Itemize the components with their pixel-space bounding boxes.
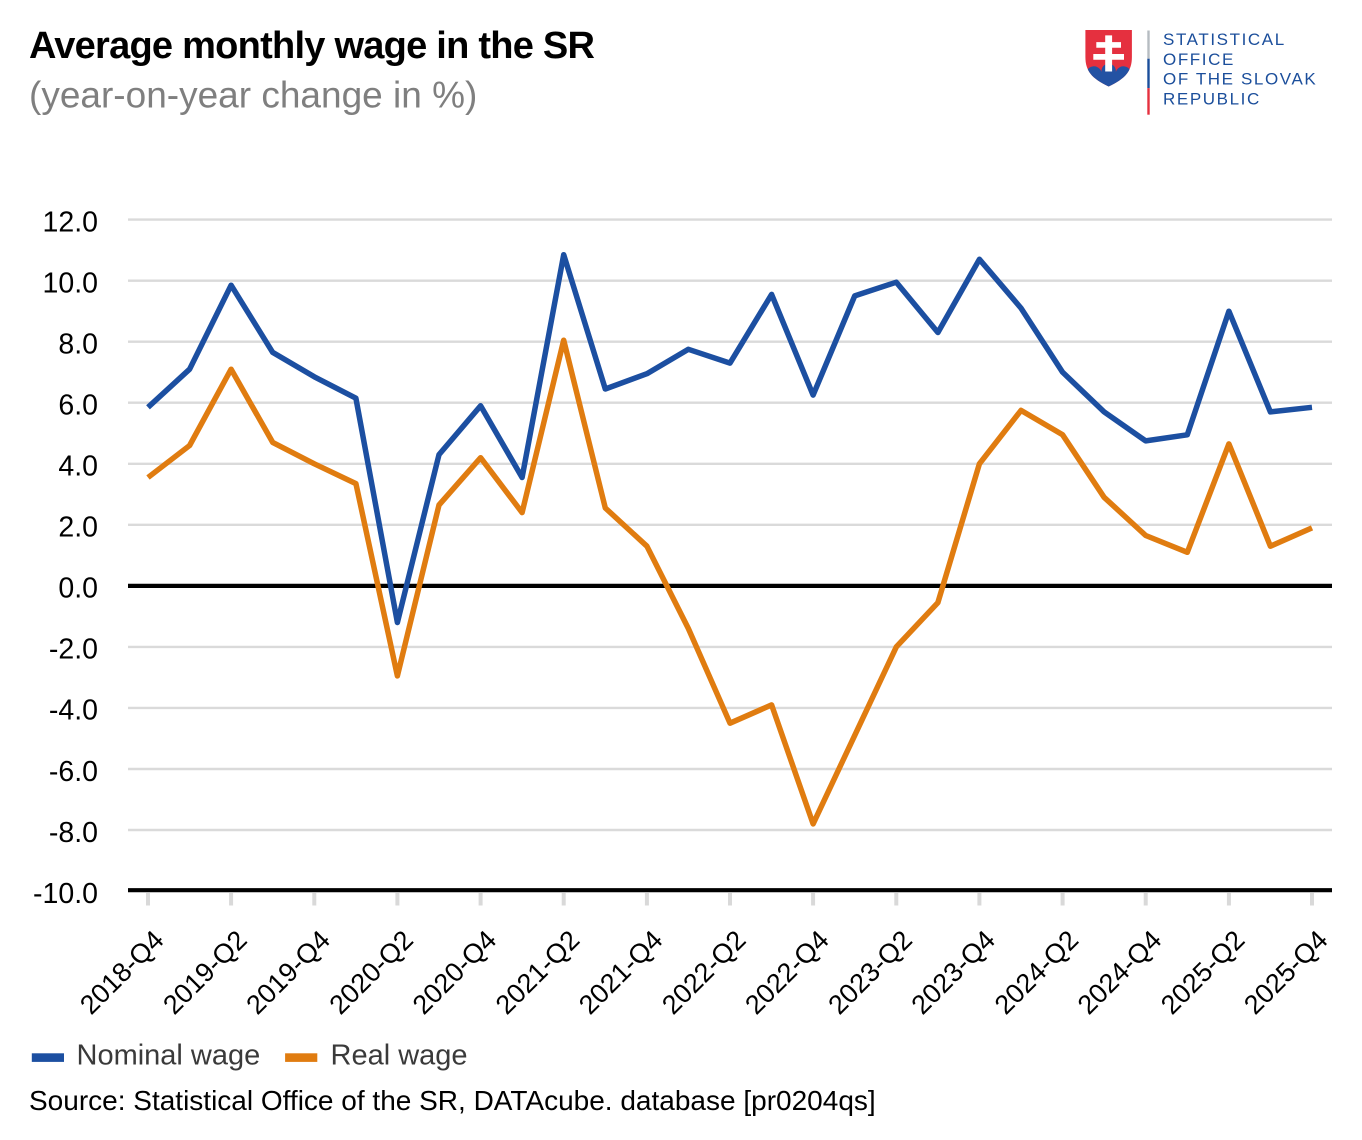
svg-text:(year-on-year change in %): (year-on-year change in %) (29, 74, 477, 115)
svg-text:Nominal wage: Nominal wage (77, 1040, 261, 1072)
svg-text:-4.0: -4.0 (49, 695, 98, 727)
svg-text:8.0: 8.0 (58, 329, 98, 361)
svg-text:-2.0: -2.0 (49, 634, 98, 666)
svg-text:OF THE SLOVAK: OF THE SLOVAK (1163, 70, 1317, 89)
svg-text:10.0: 10.0 (43, 268, 98, 300)
svg-text:STATISTICAL: STATISTICAL (1163, 30, 1286, 49)
svg-text:Real wage: Real wage (331, 1040, 468, 1072)
svg-text:REPUBLIC: REPUBLIC (1163, 89, 1261, 108)
svg-text:4.0: 4.0 (58, 451, 98, 483)
svg-text:2.0: 2.0 (58, 512, 98, 544)
svg-text:-6.0: -6.0 (49, 756, 98, 788)
svg-text:-10.0: -10.0 (33, 878, 98, 910)
svg-text:12.0: 12.0 (43, 206, 98, 238)
svg-text:Average monthly wage in the SR: Average monthly wage in the SR (29, 25, 595, 67)
svg-text:6.0: 6.0 (58, 390, 98, 422)
svg-text:OFFICE: OFFICE (1163, 50, 1235, 69)
svg-text:0.0: 0.0 (58, 573, 98, 605)
svg-text:-8.0: -8.0 (49, 817, 98, 849)
svg-text:Source: Statistical Office of: Source: Statistical Office of the SR, DA… (29, 1085, 876, 1116)
